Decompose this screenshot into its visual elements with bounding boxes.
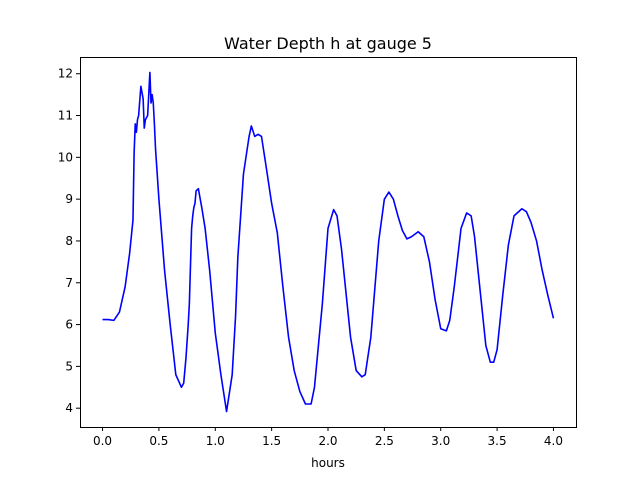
- series-line-water-depth: [102, 71, 555, 413]
- x-axis-label: hours: [311, 456, 345, 470]
- x-tick-label: 3.0: [431, 434, 450, 448]
- x-tick-label: 0.5: [149, 434, 168, 448]
- x-tick-label: 1.5: [262, 434, 281, 448]
- y-tick-label: 5: [65, 359, 73, 373]
- y-tick-label: 12: [58, 67, 73, 81]
- x-tick-label: 2.0: [318, 434, 337, 448]
- x-tick-label: 3.5: [488, 434, 507, 448]
- y-tick-label: 8: [65, 234, 73, 248]
- y-tick-label: 11: [58, 109, 73, 123]
- plot-area: [102, 71, 555, 413]
- y-axis: 4 5 6 7 8 9 10 11 12: [58, 67, 80, 415]
- y-tick-label: 4: [65, 401, 73, 415]
- x-tick-label: 1.0: [206, 434, 225, 448]
- x-tick-label: 0.0: [93, 434, 112, 448]
- x-tick-label: 4.0: [544, 434, 563, 448]
- x-tick-label: 2.5: [375, 434, 394, 448]
- axes-frame: [80, 57, 577, 428]
- x-axis: 0.0 0.5 1.0 1.5 2.0 2.5 3.0 3.5 4.0: [93, 427, 563, 448]
- y-tick-label: 10: [58, 150, 73, 164]
- y-tick-label: 7: [65, 276, 73, 290]
- chart-title: Water Depth h at gauge 5: [224, 34, 432, 53]
- y-tick-label: 9: [65, 192, 73, 206]
- y-tick-label: 6: [65, 318, 73, 332]
